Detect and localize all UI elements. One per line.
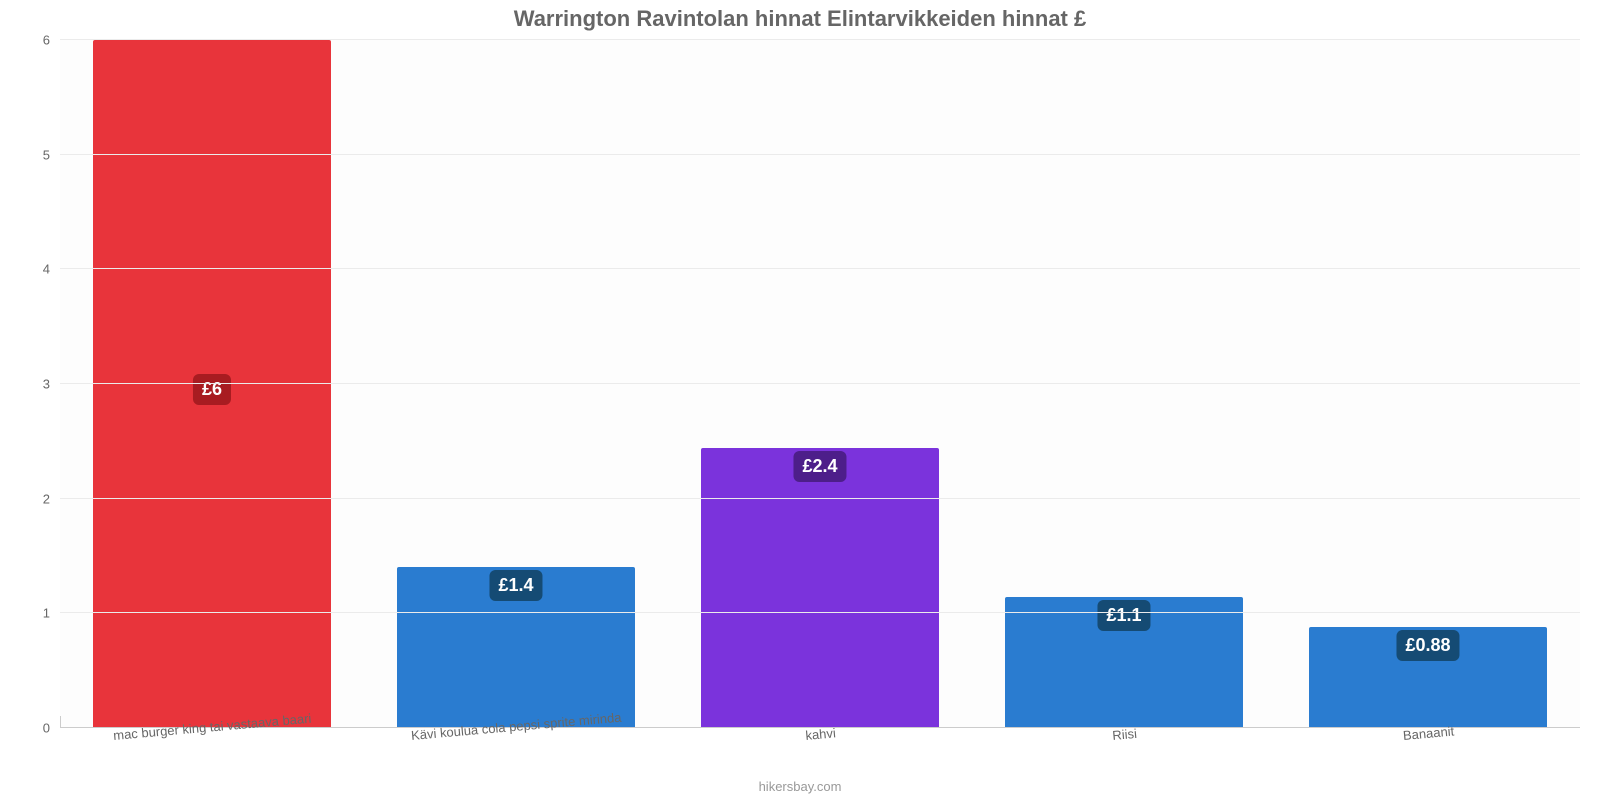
y-axis-line <box>60 716 61 728</box>
price-bar-chart: Warrington Ravintolan hinnat Elintarvikk… <box>0 0 1600 800</box>
bar: £2.4 <box>701 448 938 728</box>
grid-line <box>60 498 1580 499</box>
bar: £0.88 <box>1309 627 1546 728</box>
bar: £1.1 <box>1005 597 1242 728</box>
bar-value-label: £0.88 <box>1396 630 1459 661</box>
x-axis-labels: mac burger king tai vastaava baariKävi k… <box>60 728 1580 768</box>
bar-value-label: £1.4 <box>489 570 542 601</box>
x-label-slot: Riisi <box>972 728 1276 768</box>
x-label-slot: Banaanit <box>1276 728 1580 768</box>
bar-value-label: £2.4 <box>793 451 846 482</box>
bar-slot: £6 <box>60 40 364 728</box>
x-label-slot: kahvi <box>668 728 972 768</box>
bar-slot: £1.4 <box>364 40 668 728</box>
bar: £6 <box>93 40 330 728</box>
bar-slot: £1.1 <box>972 40 1276 728</box>
credit-text: hikersbay.com <box>0 779 1600 794</box>
x-tick-label: Riisi <box>1112 726 1138 743</box>
y-tick-label: 5 <box>43 147 50 162</box>
bar-slot: £2.4 <box>668 40 972 728</box>
y-tick-label: 2 <box>43 491 50 506</box>
bar-slot: £0.88 <box>1276 40 1580 728</box>
grid-line <box>60 39 1580 40</box>
grid-line <box>60 268 1580 269</box>
y-tick-label: 6 <box>43 33 50 48</box>
chart-title: Warrington Ravintolan hinnat Elintarvikk… <box>0 6 1600 32</box>
bar-value-label: £6 <box>193 374 231 405</box>
x-label-slot: mac burger king tai vastaava baari <box>60 728 364 768</box>
y-tick-label: 3 <box>43 377 50 392</box>
x-tick-label: Banaanit <box>1402 724 1454 743</box>
grid-line <box>60 383 1580 384</box>
bar-value-label: £1.1 <box>1097 600 1150 631</box>
y-tick-label: 4 <box>43 262 50 277</box>
bar: £1.4 <box>397 567 634 728</box>
y-tick-label: 1 <box>43 606 50 621</box>
bars-container: £6 £1.4 £2.4 £1.1 £0.88 <box>60 40 1580 728</box>
plot-area: £6£1.4£2.4£1.1£0.88 0123456 <box>60 40 1580 728</box>
x-tick-label: kahvi <box>805 725 837 743</box>
y-tick-label: 0 <box>43 721 50 736</box>
grid-line <box>60 612 1580 613</box>
grid-line <box>60 154 1580 155</box>
x-label-slot: Kävi koulua cola pepsi sprite mirinda <box>364 728 668 768</box>
